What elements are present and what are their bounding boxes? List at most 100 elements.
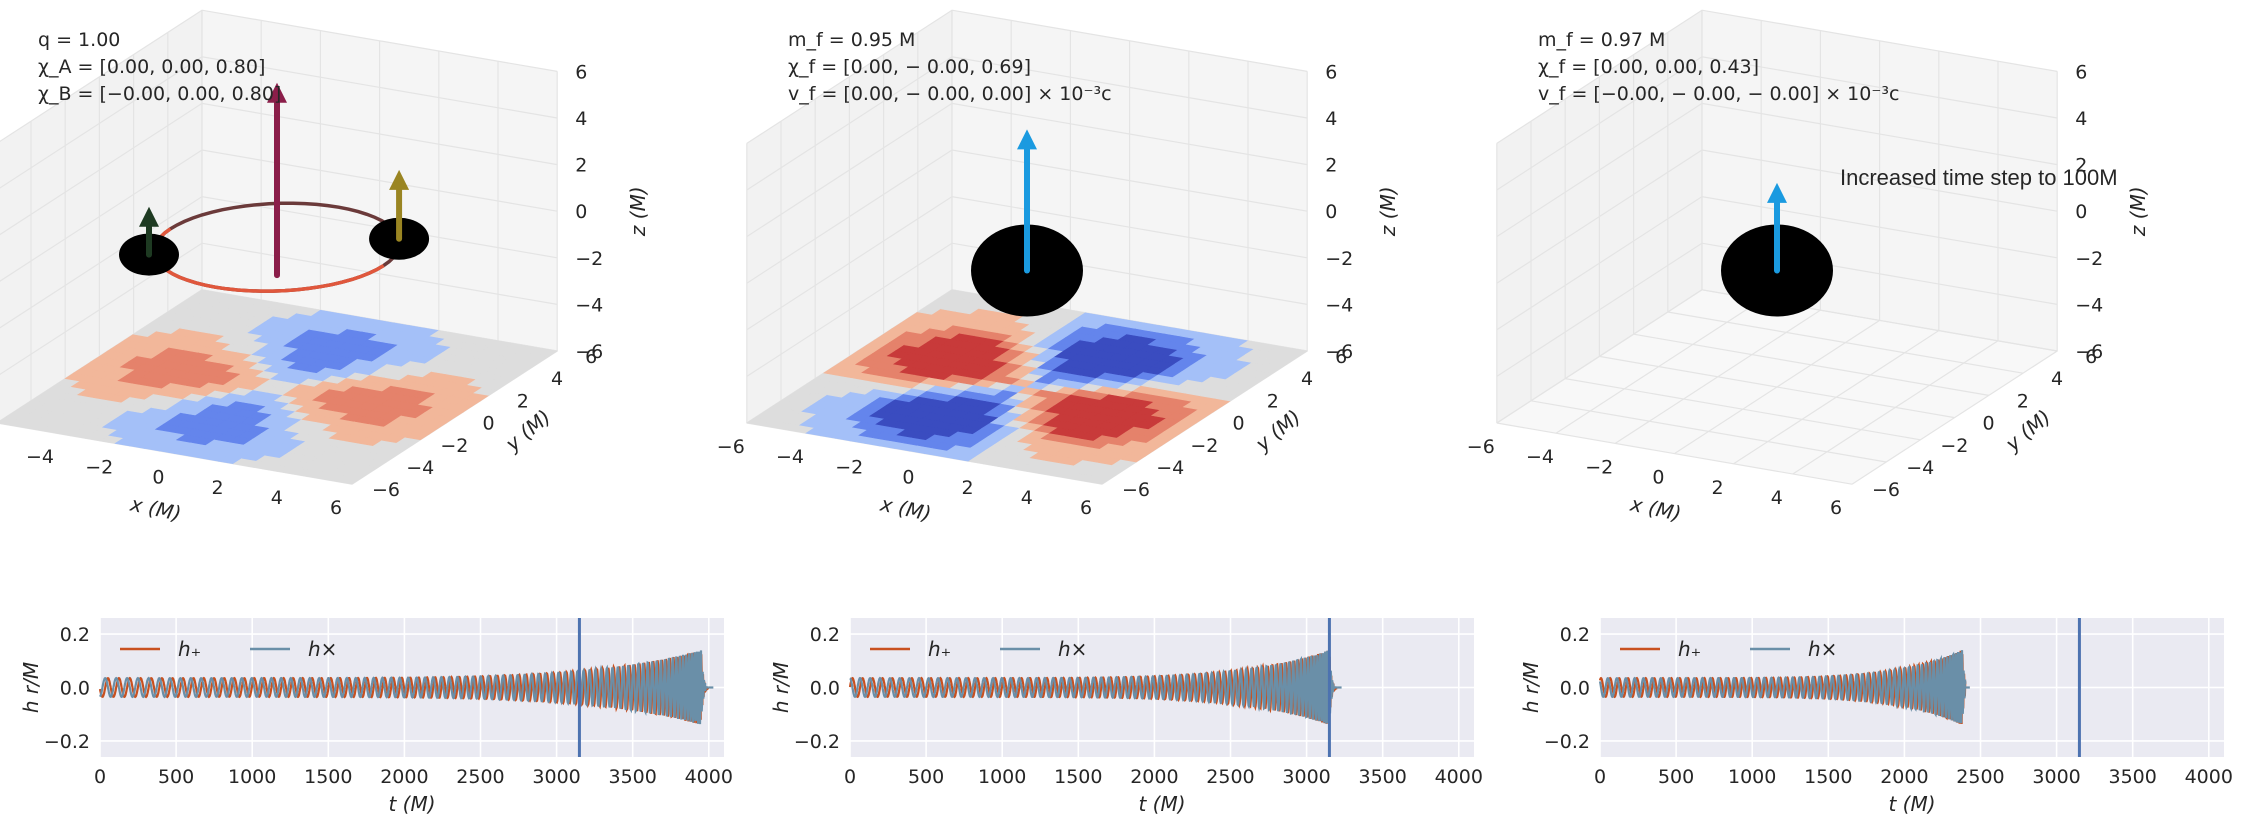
y-tick-label: −2 [440,435,468,457]
y-axis-label: y (M) [2000,405,2055,457]
waveform-legend: h₊ h× [870,637,1087,661]
z-tick-label: −6 [1325,341,1353,363]
contour-surface [745,289,1309,485]
grid-line [746,149,1308,284]
spin-arrow-b-head [389,169,410,190]
y-axis-label: y (M) [1250,405,1305,457]
y-tick-label: 6 [585,346,597,368]
wave-x-tick: 1000 [1728,766,1776,788]
spin-arrow-a [139,206,159,258]
grid-line [1496,289,2058,424]
grid-line [1496,9,2058,144]
legend-hplus-label: h₊ [1678,637,1701,661]
y-tick-label: 2 [2017,390,2029,412]
wave-y-tick: 0.2 [810,624,840,646]
grid-line [0,9,558,143]
annotation-line: m_f = 0.97 M [1538,29,1665,51]
wave-x-tick: 2500 [1956,766,2004,788]
x-tick-label: 2 [212,477,224,499]
wave-y-tick: 0.0 [810,678,840,700]
contour-surface [0,289,559,485]
z-tick-label: −4 [575,294,603,316]
wave-x-tick: 2500 [456,766,504,788]
h-plus-series [848,650,1338,724]
y-tick-label: 0 [483,413,495,435]
y-tick-label: 4 [1301,368,1313,390]
z-tick-label: 4 [1325,108,1337,130]
wave-y-label: h r/M [1519,662,1543,713]
y-tick-label: −2 [1940,435,1968,457]
spin-arrow-total-head [267,82,287,103]
wave-x-tick: 3000 [1282,766,1330,788]
z-tick-label: 2 [575,155,587,177]
legend-hcross-label: h× [1808,637,1837,661]
grid-line [0,195,558,329]
z-axis-label: z (M) [1376,186,1400,237]
z-tick-label: −6 [2075,341,2103,363]
z-tick-label: 6 [575,61,587,83]
y-tick-label: −4 [1156,457,1184,479]
z-tick-label: 0 [575,201,587,223]
wave-x-tick: 1000 [228,766,276,788]
grid-3d [1496,9,2058,485]
x-tick-label: 4 [1021,487,1033,509]
wave-x-tick: 2000 [1880,766,1928,788]
waveform-2: 0 500 1000 1500 2000 2500 3000 3500 4000 −0.2 0.0 0… [769,618,1483,816]
remnant-spin-arrow [1767,182,1787,274]
wave-x-tick: 1000 [978,766,1026,788]
grid-line [1496,422,1853,485]
grid-line [1565,378,1921,441]
x-tick-label: 4 [1771,487,1783,509]
wave-y-tick: 0.0 [60,678,90,700]
legend-hplus-label: h₊ [178,637,201,661]
y-tick-label: 2 [517,390,529,412]
grid-line [746,195,1308,331]
wave-x-tick: 0 [844,766,856,788]
y-tick-label: 6 [2085,346,2097,368]
wave-x-tick: 4000 [685,766,733,788]
y-tick-label: −6 [1872,479,1900,501]
grid-line [746,56,1308,191]
grid-line [1496,195,2058,331]
y-tick-label: 0 [1233,413,1245,435]
grid-line [746,9,1308,144]
wave-x-tick: 3500 [609,766,657,788]
contour-cell [1282,348,1309,357]
wave-y-tick: 0.0 [1560,678,1590,700]
z-tick-label: 6 [2075,61,2087,83]
remnant-spin-arrow-head [1767,182,1787,203]
wave-x-tick: 0 [94,766,106,788]
grid-line [746,242,1308,377]
x-tick-label: −4 [1526,446,1554,468]
panel-note: Increased time step to 100M [1840,165,2118,190]
annotation-line: χ_A = [0.00, 0.00, 0.80] [38,56,265,78]
z-axis-label: z (M) [2126,186,2150,237]
y-tick-label: −6 [372,479,400,501]
wave-x-tick: 2000 [380,766,428,788]
wave-x-tick: 500 [158,766,194,788]
x-tick-label: 2 [1712,477,1724,499]
h-cross-series [849,650,1337,724]
y-tick-label: 4 [551,368,563,390]
z-tick-label: 4 [575,108,587,130]
z-tick-label: −4 [2075,294,2103,316]
y-tick-label: 2 [1267,390,1279,412]
wave-x-label: t (M) [1888,792,1935,816]
annotation-line: χ_B = [−0.00, 0.00, 0.80] [38,83,281,105]
annotation-line: q = 1.00 [38,29,120,51]
annotation-line: v_f = [0.00, − 0.00, 0.00] × 10⁻³c [788,83,1112,105]
grid-line [1633,333,1989,396]
z-tick-label: −4 [1325,294,1353,316]
z-tick-label: 0 [2075,201,2087,223]
grid-line [1599,355,1955,419]
y-tick-label: −2 [1190,435,1218,457]
wave-x-tick: 2000 [1130,766,1178,788]
annotation-line: m_f = 0.95 M [788,29,915,51]
h-cross-series [99,650,709,725]
grid-line [1496,102,2058,238]
wave-x-label: t (M) [388,792,435,816]
wave-x-tick: 1500 [1804,766,1852,788]
x-tick-label: 0 [1652,467,1664,489]
